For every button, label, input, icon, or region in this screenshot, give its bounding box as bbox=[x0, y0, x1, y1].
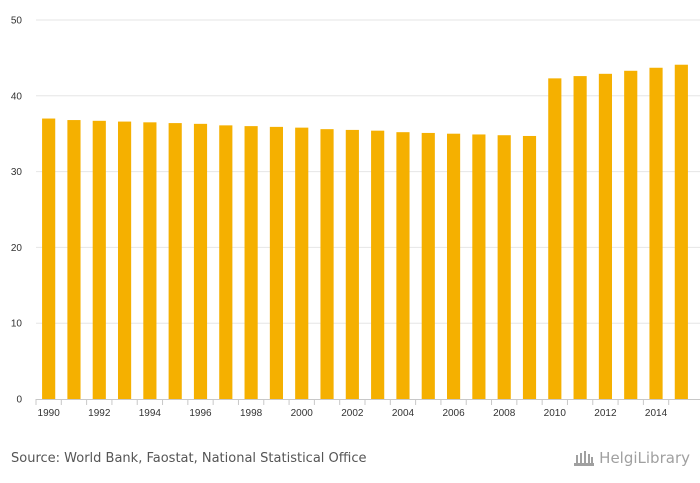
x-tick-label: 1990 bbox=[38, 408, 61, 419]
bar-1998[interactable] bbox=[244, 126, 258, 400]
bar-2013[interactable] bbox=[624, 70, 638, 399]
x-tick-label: 1992 bbox=[88, 408, 111, 419]
source-note: Source: World Bank, Faostat, National St… bbox=[11, 451, 367, 466]
x-tick-label: 1996 bbox=[189, 408, 212, 419]
bar-2009[interactable] bbox=[522, 135, 537, 399]
bar-1993[interactable] bbox=[117, 121, 132, 400]
x-tick-label: 2004 bbox=[392, 408, 415, 419]
bar-2006[interactable] bbox=[446, 133, 461, 399]
bar-2012[interactable] bbox=[598, 73, 613, 400]
bar-1991[interactable] bbox=[67, 120, 81, 399]
y-tick-label: 20 bbox=[11, 243, 23, 254]
y-axis-ticks: 0 10 20 30 40 50 bbox=[11, 16, 23, 406]
bar-2014[interactable] bbox=[649, 67, 663, 399]
bar-2002[interactable] bbox=[345, 129, 359, 399]
x-tick-label: 2014 bbox=[645, 408, 668, 419]
bar-1994[interactable] bbox=[143, 122, 157, 399]
bar-1995[interactable] bbox=[168, 123, 182, 399]
bar-2003[interactable] bbox=[371, 130, 385, 399]
bar-2008[interactable] bbox=[497, 135, 511, 399]
bars bbox=[42, 64, 688, 400]
y-tick-label: 10 bbox=[11, 319, 23, 330]
y-tick-label: 0 bbox=[16, 395, 22, 406]
x-tick-label: 2008 bbox=[493, 408, 516, 419]
x-tick-label: 2000 bbox=[291, 408, 314, 419]
x-tick-label: 2006 bbox=[442, 408, 465, 419]
bar-1990[interactable] bbox=[42, 118, 56, 399]
bar-2000[interactable] bbox=[295, 127, 309, 400]
bar-1997[interactable] bbox=[219, 125, 233, 399]
x-tick-label: 2010 bbox=[544, 408, 567, 419]
bar-2010[interactable] bbox=[548, 78, 562, 399]
y-tick-label: 40 bbox=[11, 91, 23, 102]
bar-1992[interactable] bbox=[92, 120, 106, 400]
brand-logo[interactable]: HelgiLibrary bbox=[573, 449, 690, 467]
x-axis-ticks: 1990 1992 1994 1996 1998 2000 2002 2004 2006 2008… bbox=[35, 399, 670, 419]
bar-2001[interactable] bbox=[320, 129, 334, 400]
bar-1999[interactable] bbox=[269, 126, 284, 400]
bar-2004[interactable] bbox=[396, 132, 410, 399]
x-tick-label: 1998 bbox=[240, 408, 263, 419]
bar-2015[interactable] bbox=[674, 64, 688, 400]
bar-2011[interactable] bbox=[573, 76, 587, 399]
x-tick-label: 1994 bbox=[139, 408, 162, 419]
brand-name: HelgiLibrary bbox=[599, 449, 690, 467]
bar-chart: 0 10 20 30 40 50 1990 1992 1994 1996 1998 2000 2002… bbox=[11, 16, 700, 419]
y-tick-label: 50 bbox=[11, 16, 23, 27]
bar-2005[interactable] bbox=[421, 132, 435, 399]
x-tick-label: 2002 bbox=[341, 408, 364, 419]
y-tick-label: 30 bbox=[11, 167, 23, 178]
x-tick-label: 2012 bbox=[594, 408, 617, 419]
bar-1996[interactable] bbox=[193, 123, 208, 399]
library-building-icon bbox=[574, 451, 595, 466]
bar-2007[interactable] bbox=[472, 134, 486, 399]
